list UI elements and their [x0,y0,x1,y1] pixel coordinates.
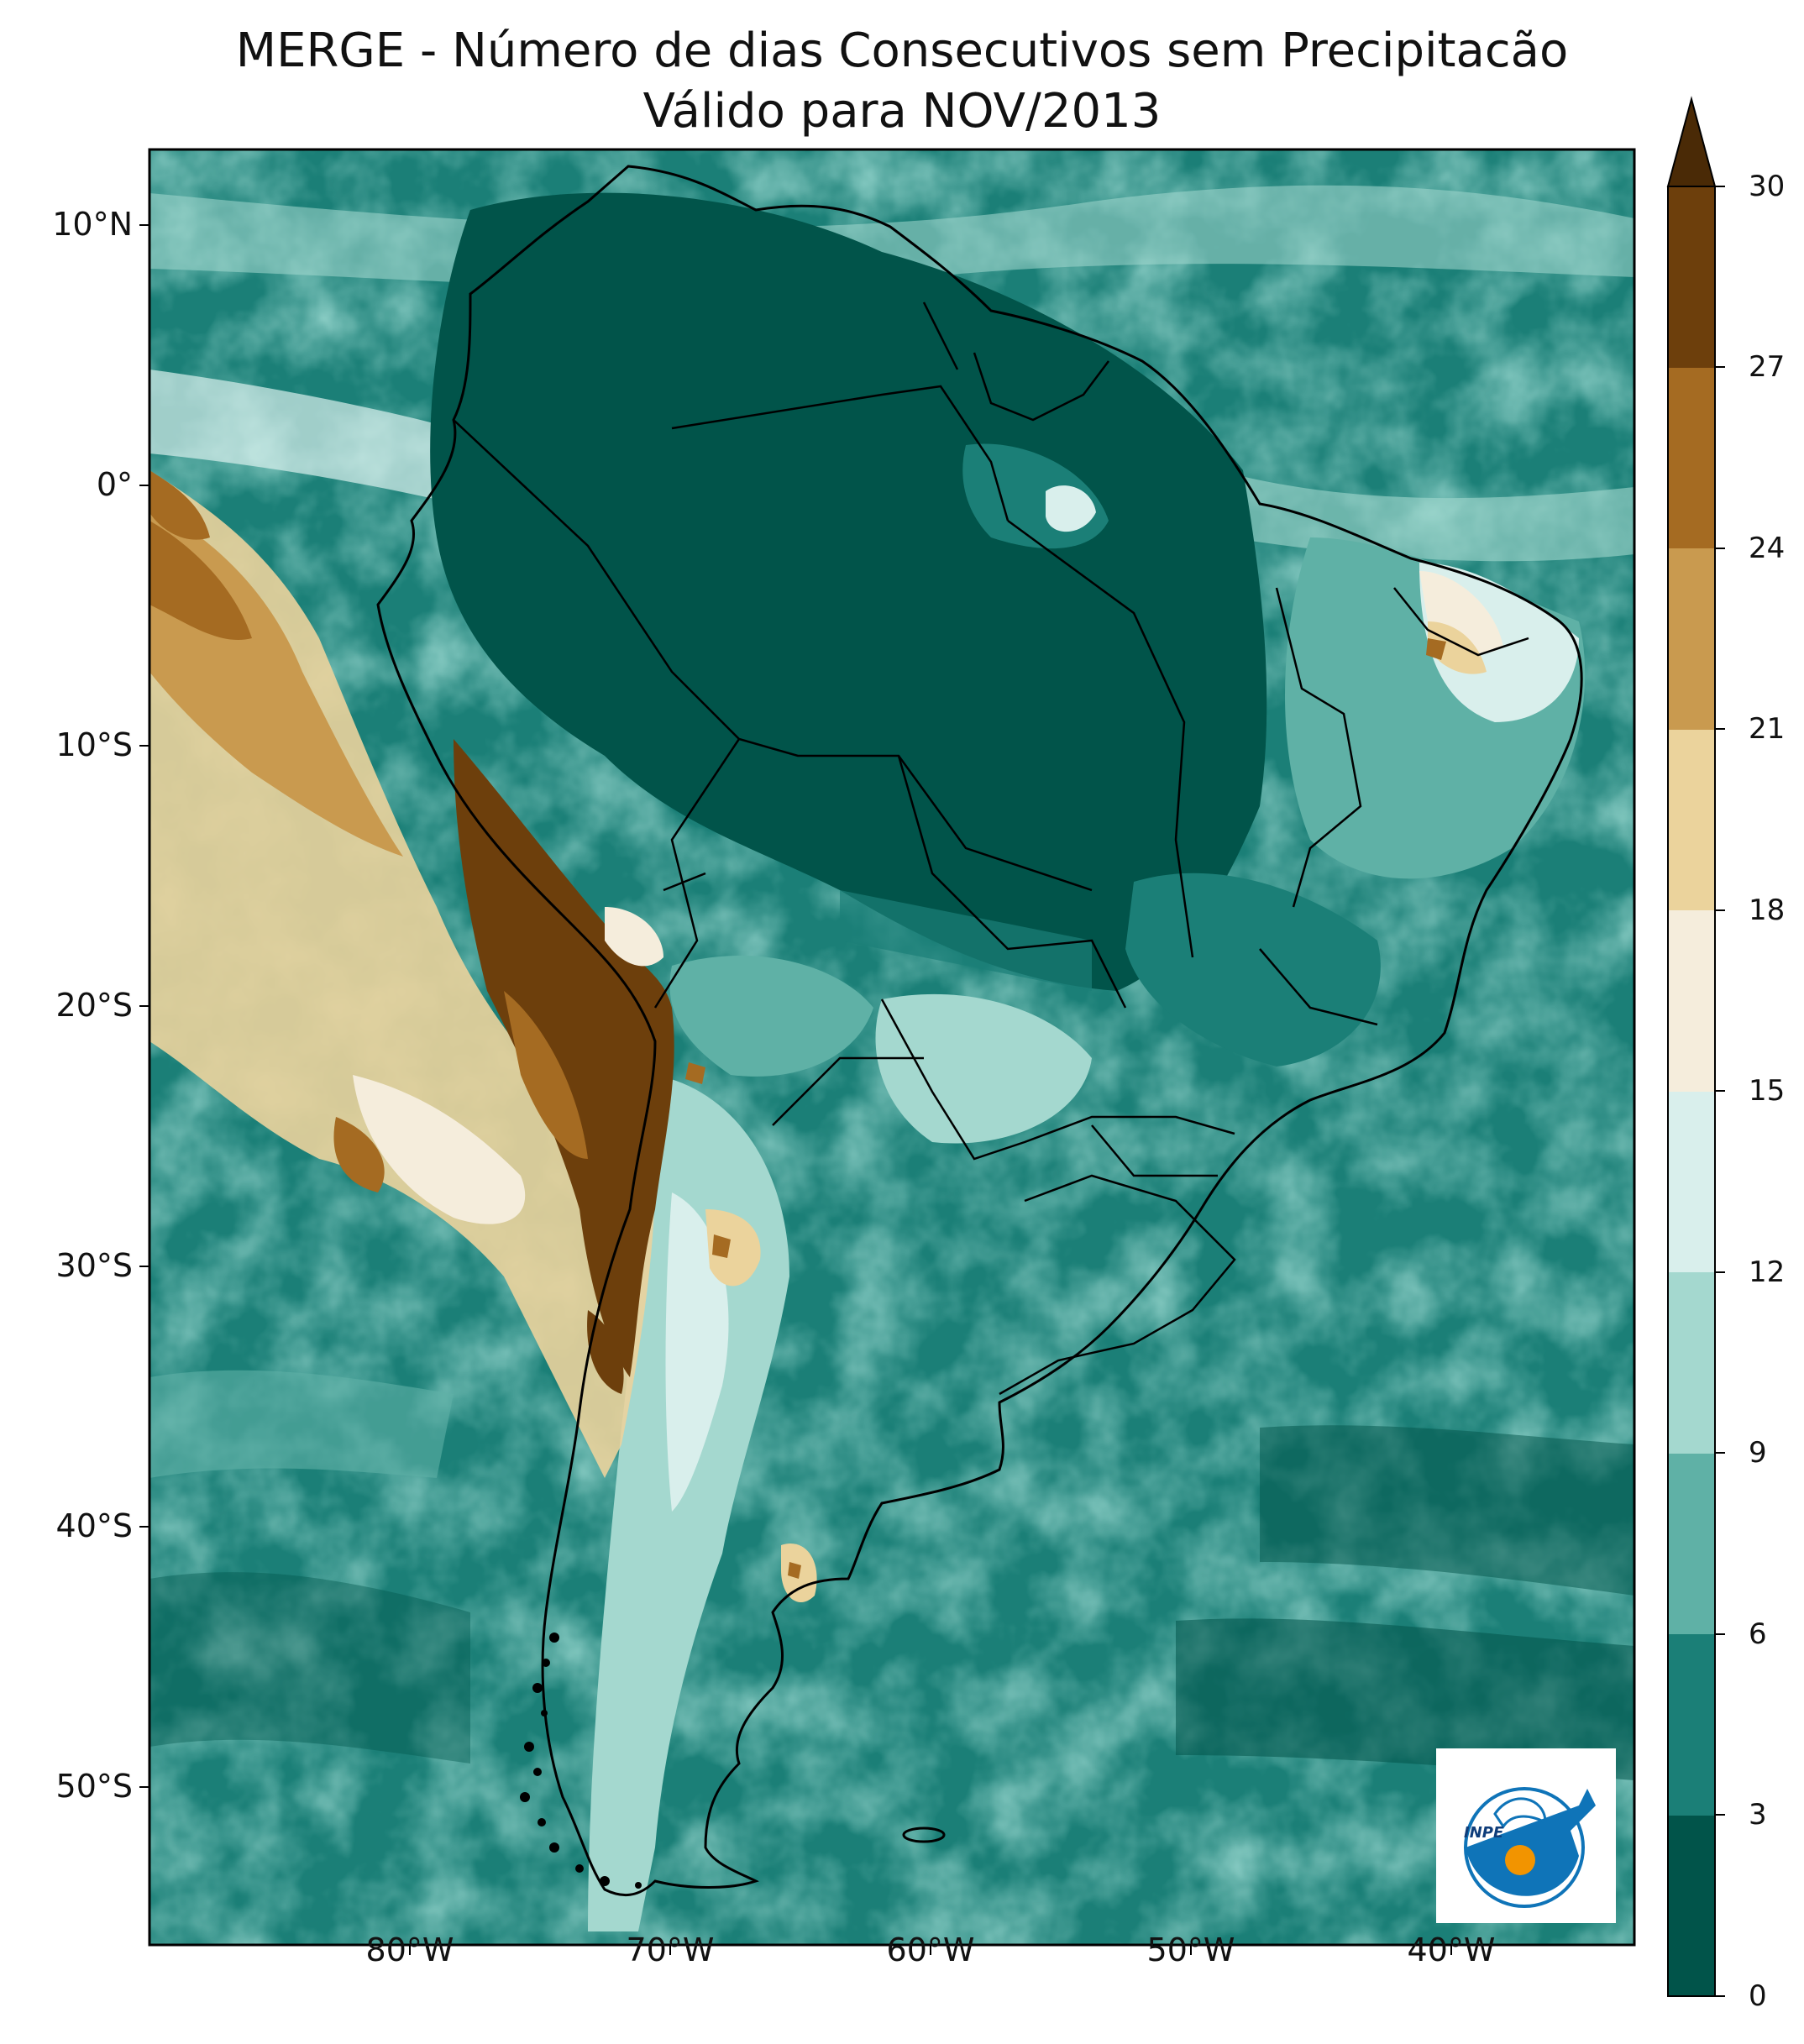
colorbar-seg-6 [1668,729,1715,910]
colorbar-seg-3 [1668,1272,1715,1454]
colorbar-seg-2 [1668,1453,1715,1634]
colorbar-tick-label: 0 [1749,1979,1767,2013]
colorbar-tick-label: 9 [1749,1436,1767,1470]
colorbar-seg-4 [1668,1091,1715,1272]
colorbar-seg-8 [1668,367,1715,548]
lon-tick-label: 50°W [1146,1931,1235,1968]
lat-tick-label: 30°S [55,1247,133,1284]
lat-tick-label: 50°S [55,1768,133,1805]
lon-tick-label: 70°W [626,1931,715,1968]
colorbar-seg-5 [1668,910,1715,1092]
lon-tick-label: 40°W [1407,1931,1496,1968]
colorbar-seg-1 [1668,1634,1715,1816]
lat-tick-label: 0° [96,466,133,503]
colorbar-tick-label: 18 [1749,894,1786,927]
precipitation-field [149,149,1634,1945]
map-frame [148,148,1636,1947]
continent-outline [376,165,1583,1897]
inpe-logo-text: INPE [1464,1824,1504,1842]
colorbar-tick-label: 21 [1749,712,1786,746]
colorbar-seg-7 [1668,548,1715,730]
colorbar-tick-label: 27 [1749,350,1786,384]
coastline-islands [520,1633,946,1889]
lon-tick-label: 60°W [886,1931,975,1968]
lat-tick-label: 40°S [55,1507,133,1544]
country-borders [453,301,1529,1396]
lat-tick-label: 20°S [55,987,133,1024]
colorbar-tick-label: 24 [1749,532,1786,565]
colorbar-tick-label: 12 [1749,1255,1786,1289]
colorbar-tick-label: 30 [1749,170,1786,203]
colorbar-extend-arrow [1666,96,1717,187]
colorbar-seg-0 [1668,1815,1715,1996]
colorbar-tick-label: 6 [1749,1617,1767,1651]
map-title: MERGE - Número de dias Consecutivos sem … [235,24,1569,78]
map-subtitle: Válido para NOV/2013 [642,84,1162,139]
lat-tick-label: 10°S [55,726,133,763]
lat-tick-label: 10°N [52,206,133,243]
colorbar-tick-label: 3 [1749,1798,1767,1832]
colorbar [1666,96,1725,1997]
lon-tick-label: 80°W [365,1931,454,1968]
colorbar-seg-9 [1668,186,1715,368]
inpe-logo [1436,1748,1616,1923]
axis-ticks [139,224,1452,1955]
colorbar-tick-label: 15 [1749,1074,1786,1108]
